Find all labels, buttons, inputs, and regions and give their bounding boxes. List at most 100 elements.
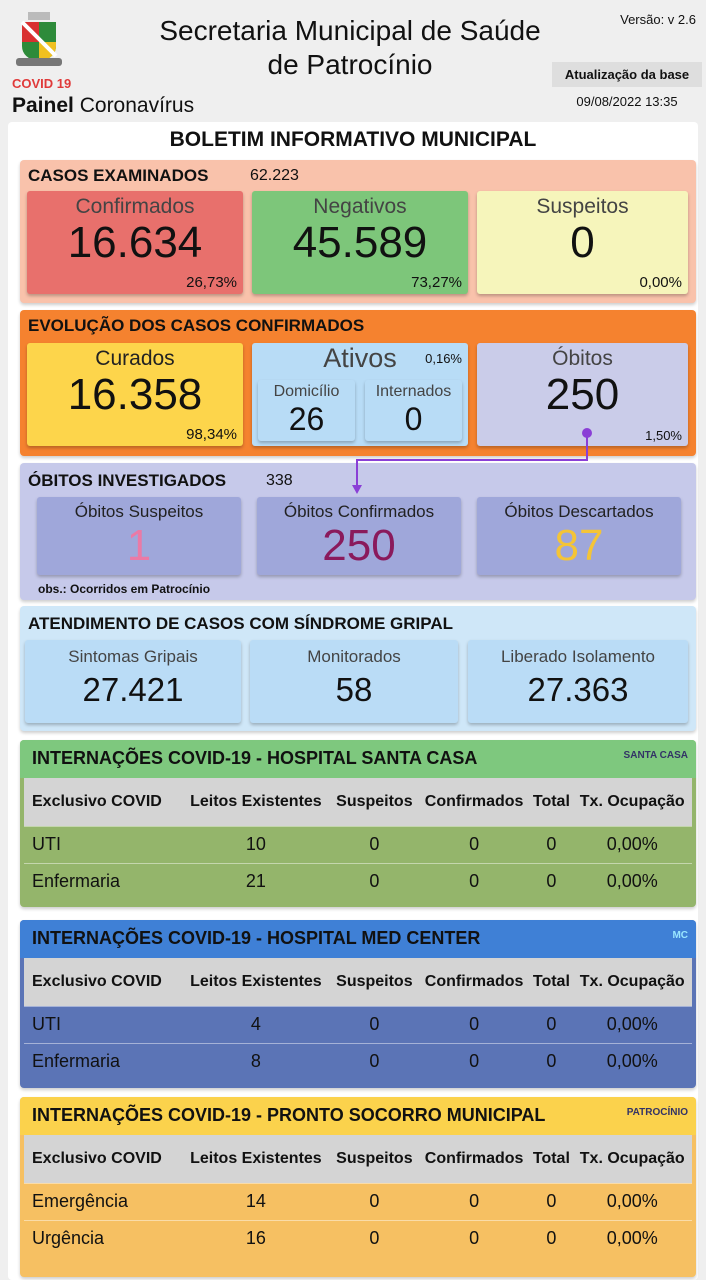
confirmed-box: Confirmados 16.634 26,73% <box>27 191 243 294</box>
table-cell: 0 <box>417 1005 531 1043</box>
table-cell: 0 <box>417 825 531 863</box>
evolution-title: EVOLUÇÃO DOS CASOS CONFIRMADOS <box>28 316 365 335</box>
flu-syndrome-section: ATENDIMENTO DE CASOS COM SÍNDROME GRIPAL… <box>20 606 696 731</box>
monitored-box: Monitorados 58 <box>250 640 458 723</box>
table-cell: 0,00% <box>572 862 692 900</box>
suspect-value: 0 <box>570 218 595 267</box>
table-cell: 8 <box>180 1042 331 1080</box>
monitored-value: 58 <box>335 671 373 708</box>
table-cell: 0 <box>330 1219 418 1257</box>
suspect-label: Suspeitos <box>536 195 629 218</box>
table-cell: 0 <box>417 862 531 900</box>
table-cell: 4 <box>180 1005 331 1043</box>
column-header: Tx. Ocupação <box>572 1135 692 1183</box>
hospital-logo: PATROCÍNIO <box>626 1107 688 1118</box>
table-cell: 0,00% <box>572 1219 692 1257</box>
table-cell: 0 <box>530 1042 573 1080</box>
table-cell: Enfermaria <box>24 862 181 900</box>
hospital-header: INTERNAÇÕES COVID-19 - HOSPITAL SANTA CA… <box>20 740 696 778</box>
active-label: Ativos <box>323 343 397 373</box>
version-label: Versão: v 2.6 <box>620 12 696 27</box>
deaths-label: Óbitos <box>552 347 613 370</box>
hospital-header: INTERNAÇÕES COVID-19 - HOSPITAL MED CENT… <box>20 920 696 958</box>
table-row: UTI 10 0 0 0 0,00% <box>24 825 692 863</box>
negative-pct: 73,27% <box>411 274 462 291</box>
suspect-deaths-value: 1 <box>126 521 152 570</box>
column-header: Confirmados <box>417 958 531 1006</box>
column-header: Leitos Existentes <box>180 1135 331 1183</box>
negative-label: Negativos <box>313 195 407 218</box>
table-cell: UTI <box>24 1005 181 1043</box>
investigated-note: obs.: Ocorridos em Patrocínio <box>38 582 211 596</box>
table-cell: 0 <box>530 825 573 863</box>
table-header-row: Exclusivo COVID Leitos Existentes Suspeito… <box>24 778 692 826</box>
covid-label: COVID 19 <box>12 76 72 91</box>
table-cell: 0 <box>417 1219 531 1257</box>
confirmed-value: 16.634 <box>67 218 203 267</box>
column-header: Leitos Existentes <box>180 958 331 1006</box>
negative-value: 45.589 <box>292 218 428 267</box>
home-value: 26 <box>288 401 325 437</box>
hospital-pronto-socorro-section: INTERNAÇÕES COVID-19 - PRONTO SOCORRO MU… <box>20 1097 696 1277</box>
examined-cases-total: 62.223 <box>250 167 299 184</box>
update-date: 09/08/2022 13:35 <box>576 94 678 109</box>
table-cell: 0 <box>530 1005 573 1043</box>
table-cell: 0,00% <box>572 1182 692 1220</box>
table-cell: 0 <box>417 1182 531 1220</box>
hospital-santa-casa-section: INTERNAÇÕES COVID-19 - HOSPITAL SANTA CA… <box>20 740 696 907</box>
home-label: Domicílio <box>273 383 340 400</box>
column-header: Suspeitos <box>330 778 418 826</box>
discarded-deaths-box: Óbitos Descartados 87 <box>477 497 681 575</box>
table-row: UTI 4 0 0 0 0,00% <box>24 1005 692 1043</box>
hospital-table: Exclusivo COVID Leitos Existentes Suspeito… <box>24 1135 692 1257</box>
table-header-row: Exclusivo COVID Leitos Existentes Suspeito… <box>24 1135 692 1183</box>
hospital-logo: MC <box>672 930 688 941</box>
flu-symptoms-label: Sintomas Gripais <box>68 647 198 666</box>
hospital-header: INTERNAÇÕES COVID-19 - PRONTO SOCORRO MU… <box>20 1097 696 1135</box>
deaths-value: 250 <box>545 370 620 419</box>
flu-symptoms-value: 27.421 <box>82 671 184 708</box>
table-cell: 21 <box>180 862 331 900</box>
active-box: Ativos 0,16% Domicílio 26 Internados 0 <box>252 343 468 446</box>
bulletin-title: BOLETIM INFORMATIVO MUNICIPAL <box>169 128 537 151</box>
hospital-table: Exclusivo COVID Leitos Existentes Suspeito… <box>24 778 692 900</box>
confirmed-deaths-value: 250 <box>322 521 396 570</box>
hospital-logo: SANTA CASA <box>623 750 688 761</box>
page-title: Secretaria Municipal de Saúde de Patrocín… <box>120 14 580 82</box>
table-cell: 10 <box>180 825 331 863</box>
table-cell: 0 <box>530 862 573 900</box>
column-header: Tx. Ocupação <box>572 958 692 1006</box>
table-cell: Emergência <box>24 1182 181 1220</box>
hospital-title: INTERNAÇÕES COVID-19 - PRONTO SOCORRO MU… <box>32 1105 546 1125</box>
column-header: Exclusivo COVID <box>24 958 181 1006</box>
investigated-deaths-section: ÓBITOS INVESTIGADOS 338 Óbitos Suspeitos… <box>20 463 696 600</box>
negative-box: Negativos 45.589 73,27% <box>252 191 468 294</box>
table-row: Emergência 14 0 0 0 0,00% <box>24 1182 692 1220</box>
hospital-title: INTERNAÇÕES COVID-19 - HOSPITAL SANTA CA… <box>32 748 478 768</box>
column-header: Confirmados <box>417 1135 531 1183</box>
panel-title-bold: Painel <box>12 94 74 117</box>
confirmed-label: Confirmados <box>75 195 195 218</box>
table-cell: UTI <box>24 825 181 863</box>
table-cell: 0 <box>330 1005 418 1043</box>
released-isolation-label: Liberado Isolamento <box>500 647 656 666</box>
suspect-deaths-box: Óbitos Suspeitos 1 <box>37 497 241 575</box>
column-header: Suspeitos <box>330 1135 418 1183</box>
deaths-box: Óbitos 250 1,50% <box>477 343 688 446</box>
column-header: Total <box>530 778 573 826</box>
examined-cases-section: CASOS EXAMINADOS 62.223 Confirmados 16.63… <box>20 160 696 303</box>
hospital-title: INTERNAÇÕES COVID-19 - HOSPITAL MED CENT… <box>32 928 481 948</box>
flu-symptoms-box: Sintomas Gripais 27.421 <box>25 640 241 723</box>
examined-cases-title: CASOS EXAMINADOS <box>28 166 209 185</box>
table-cell: 0 <box>417 1042 531 1080</box>
municipal-coat-of-arms-logo <box>16 12 62 66</box>
monitored-label: Monitorados <box>307 647 401 666</box>
table-row: Enfermaria 21 0 0 0 0,00% <box>24 862 692 900</box>
title-line-1: Secretaria Municipal de Saúde <box>159 15 541 46</box>
column-header: Leitos Existentes <box>180 778 331 826</box>
hospitalized-label: Internados <box>375 383 452 400</box>
column-header: Exclusivo COVID <box>24 778 181 826</box>
table-cell: 0 <box>330 825 418 863</box>
confirmed-pct: 26,73% <box>186 274 237 291</box>
update-label: Atualização da base <box>552 62 702 87</box>
